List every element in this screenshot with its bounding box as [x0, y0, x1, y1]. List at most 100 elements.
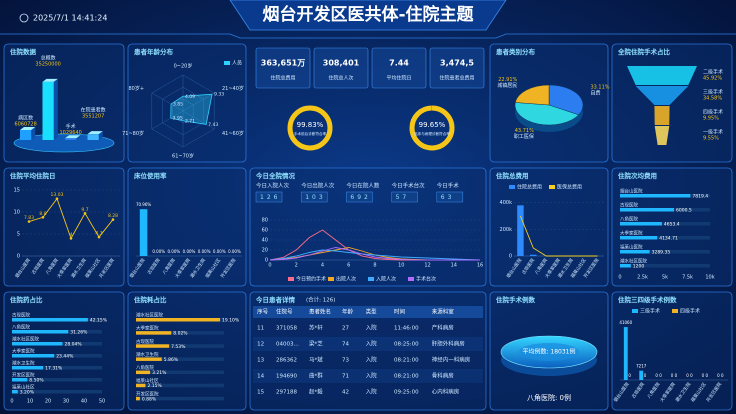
bar-track [12, 378, 102, 382]
point [69, 237, 73, 240]
legend-label: 三级手术 [640, 308, 660, 315]
x-tick-label: 14 [451, 263, 457, 269]
x-tick-label: 10 [398, 263, 404, 269]
bar-label: 0.00% [183, 249, 196, 254]
point [55, 197, 59, 200]
y-tick-label: 0 [17, 254, 20, 260]
bar-track [620, 264, 710, 268]
bar [12, 366, 44, 370]
bar-label: 7217 [636, 364, 647, 369]
bar-side [76, 135, 81, 140]
bar [20, 129, 32, 140]
panel-title: 今日患者详情 [256, 295, 296, 304]
funnel-label: 三级手术 [703, 89, 723, 96]
y-tick-label: 15 [14, 188, 20, 194]
table-cell: 入院 [366, 388, 378, 396]
panel-title: 住院药占比 [10, 295, 43, 304]
stat-value: 692 [350, 194, 370, 201]
table-header: 住院号 [276, 308, 293, 316]
bar-label: 41060 [619, 320, 632, 325]
bar [12, 354, 55, 358]
x-tick-label: 12 [424, 263, 430, 269]
funnel-value: 45.92% [703, 76, 722, 82]
bar [620, 208, 675, 212]
point-label: 8.28 [108, 213, 118, 219]
panel-title: 床位使用率 [134, 171, 167, 180]
stat-value: 103 [305, 194, 325, 201]
stat-label: 今日在院人数 [346, 182, 380, 190]
legend-label: 今日预约手术 [296, 276, 326, 283]
radar-value: 2.71 [185, 118, 195, 124]
table-cell: 11:46:00 [394, 326, 419, 332]
bar-side [53, 78, 58, 140]
panel [611, 291, 733, 411]
y-tick-label: 0 [509, 254, 512, 260]
bar-category: 古现医院 [136, 338, 154, 345]
bar-label: 0 [690, 373, 693, 378]
bar-value: 1029640 [59, 130, 81, 136]
kpi-label: 平均住院日 [386, 75, 411, 82]
bar-label: 4134.71 [659, 236, 678, 242]
table-cell: 73 [342, 358, 349, 364]
bar-category: 潮水社区医院 [136, 312, 163, 319]
table-cell: 08:21:00 [394, 374, 419, 380]
bar-value: 6060728 [14, 121, 36, 127]
bar-label: 0 [702, 373, 705, 378]
table-header: 时间 [394, 308, 405, 316]
table-row [253, 369, 483, 383]
point-label: 9.7 [81, 207, 88, 213]
disk-inner [519, 343, 579, 361]
table-cell: 74 [342, 342, 349, 348]
table-cell: 赵*毅 [309, 388, 323, 396]
bar [136, 383, 146, 388]
table-header: 序号 [257, 308, 269, 316]
funnel-label: 一级手术 [703, 129, 723, 136]
table-cell: 骨科病房 [432, 372, 455, 380]
panel-title: 住院总费用 [496, 171, 529, 180]
pie-value: 22.91% [498, 77, 517, 83]
legend-label: 出院人次 [336, 276, 356, 283]
panel [3, 167, 125, 287]
panel-title: 全院住院手术占比 [617, 47, 671, 56]
table-cell: 04003... [276, 342, 299, 348]
radar-label: 0~20岁 [174, 63, 193, 70]
bar-track [136, 331, 224, 335]
bar-top [87, 131, 103, 135]
funnel-label: 四级手术 [703, 109, 723, 116]
radar-value: 3.95 [173, 116, 183, 122]
radar-axis [151, 110, 184, 130]
legend-label: 四级手术 [680, 308, 700, 315]
stat-box [391, 191, 418, 203]
pie-label: 自费 [590, 89, 600, 96]
x-tick-label: 50 [99, 399, 105, 405]
point [27, 220, 31, 223]
radar-label: 61~70岁 [172, 153, 194, 160]
bar-category: 大季家医院 [12, 348, 35, 355]
table-cell: 13 [257, 358, 264, 364]
bar-track [136, 344, 224, 348]
bar-label: 0.00% [152, 249, 165, 254]
bar-category: 大季家医院 [620, 230, 643, 237]
bar [623, 327, 628, 380]
kpi-card [255, 47, 311, 89]
clock-time: 2025/7/1 14:41:24 [33, 14, 107, 23]
pie-slice [548, 84, 584, 116]
bar-label: 19.10% [222, 318, 240, 324]
kpi-value: 308,401 [323, 59, 360, 68]
bar-label: 3.20% [20, 390, 35, 396]
bar-label: 42.15% [90, 318, 108, 324]
surgery-center: 平均例数: 18031例 [522, 348, 575, 356]
table-cell: 71 [342, 374, 349, 380]
radar-value: 4.09 [185, 94, 195, 100]
pie-label: 职工医保 [514, 133, 534, 140]
bar [517, 205, 524, 256]
table-cell: 14 [257, 374, 264, 380]
y-tick-label: 40 [262, 238, 268, 244]
table-cell: 09:25:00 [394, 390, 419, 396]
kpi-value: 363,651万 [261, 59, 305, 68]
legend-swatch [288, 277, 294, 281]
bar [12, 390, 18, 394]
bar-track [136, 383, 224, 388]
point-label: 8.8 [39, 211, 46, 217]
